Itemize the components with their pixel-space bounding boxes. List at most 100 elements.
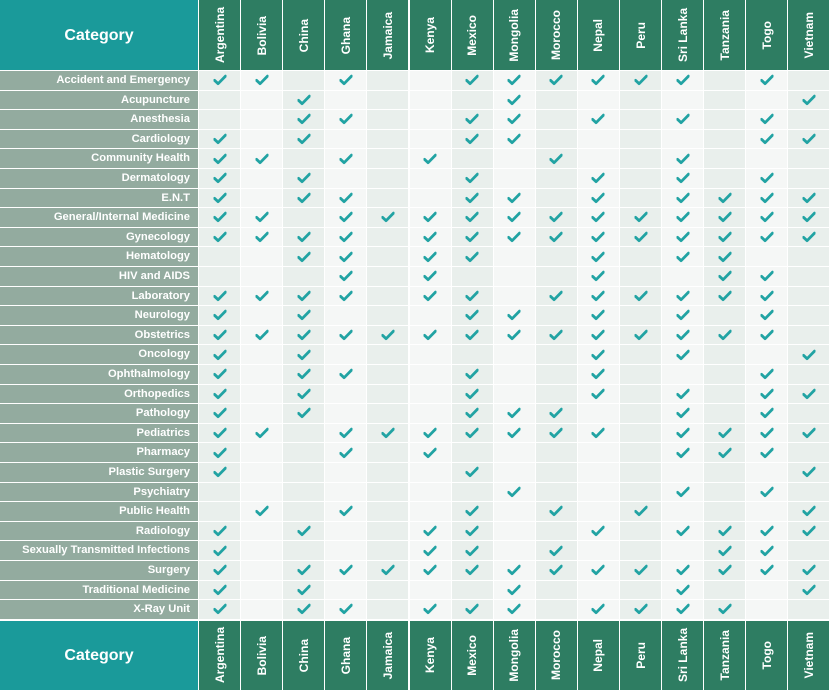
check-icon (213, 212, 227, 223)
table-cell (577, 482, 619, 502)
table-cell (535, 286, 577, 306)
header-country-label: Peru (633, 22, 648, 49)
check-icon (760, 270, 774, 282)
check-icon (423, 564, 437, 576)
row-label: Radiology (0, 521, 198, 541)
check-icon (676, 447, 690, 458)
table-cell (325, 169, 367, 188)
table-cell (493, 71, 535, 90)
table-cell (241, 384, 283, 404)
row-label: Accident and Emergency (0, 71, 198, 90)
table-cell (409, 149, 451, 168)
table-cell (493, 561, 535, 580)
check-icon (634, 74, 648, 86)
table-cell (577, 129, 619, 149)
check-icon (802, 212, 816, 223)
check-icon (381, 329, 395, 341)
table-cell (535, 188, 577, 208)
footer-country-bolivia: Bolivia (241, 621, 283, 690)
table-cell (788, 188, 830, 208)
check-icon (591, 231, 605, 243)
table-cell (662, 71, 704, 90)
table-cell (493, 345, 535, 364)
table-cell (409, 384, 451, 404)
table-cell (367, 463, 409, 482)
table-cell (367, 208, 409, 227)
table-cell (620, 90, 662, 110)
table-cell (451, 110, 493, 129)
footer-country-ghana: Ghana (325, 621, 367, 690)
table-cell (325, 208, 367, 227)
table-cell (199, 600, 241, 619)
row-label: Traditional Medicine (0, 580, 198, 600)
footer-country-label: Sri Lanka (675, 628, 690, 683)
table-cell (241, 541, 283, 560)
check-icon (297, 408, 311, 419)
table-cell (535, 404, 577, 423)
table-cell (577, 71, 619, 90)
table-cell (704, 227, 746, 247)
table-cell (283, 325, 325, 345)
table-cell (409, 325, 451, 345)
check-icon (549, 153, 563, 164)
table-cell (493, 267, 535, 286)
table-cell (620, 306, 662, 325)
check-icon (760, 329, 774, 341)
table-cell (241, 188, 283, 208)
table-cell (325, 541, 367, 560)
check-icon (718, 604, 732, 615)
check-icon (213, 368, 227, 380)
table-cell (283, 541, 325, 560)
table-cell (535, 149, 577, 168)
check-icon (297, 349, 311, 360)
table-cell (451, 561, 493, 580)
table-cell (241, 345, 283, 364)
table-cell (283, 149, 325, 168)
header-country-label: Morocco (549, 10, 564, 61)
check-icon (213, 172, 227, 184)
check-icon (634, 564, 648, 576)
table-cell (451, 208, 493, 227)
check-icon (297, 525, 311, 537)
check-icon (760, 447, 774, 458)
check-icon (465, 408, 479, 419)
row-label: Acupuncture (0, 90, 198, 110)
table-cell (241, 110, 283, 129)
header-country-mexico: Mexico (451, 0, 493, 71)
table-cell (704, 443, 746, 462)
table-cell (451, 423, 493, 443)
table-cell (451, 247, 493, 266)
check-icon (634, 290, 648, 301)
check-icon (213, 153, 227, 164)
check-icon (381, 212, 395, 223)
check-icon (802, 427, 816, 439)
table-cell (409, 345, 451, 364)
table-cell (620, 227, 662, 247)
check-icon (339, 506, 353, 517)
table-cell (788, 306, 830, 325)
table-cell (451, 267, 493, 286)
check-icon (423, 153, 437, 164)
check-icon (339, 447, 353, 458)
table-cell (788, 267, 830, 286)
table-cell (746, 267, 788, 286)
table-cell (283, 502, 325, 521)
check-icon (760, 290, 774, 301)
check-icon (255, 231, 269, 243)
table-cell (283, 384, 325, 404)
check-icon (549, 290, 563, 301)
table-cell (367, 443, 409, 462)
table-cell (620, 502, 662, 521)
check-icon (297, 310, 311, 321)
row-label: Ophthalmology (0, 365, 198, 384)
check-icon (676, 427, 690, 439)
table-cell (662, 502, 704, 521)
table-cell (409, 423, 451, 443)
check-icon (549, 427, 563, 439)
table-cell (493, 110, 535, 129)
table-cell (704, 286, 746, 306)
table-cell (283, 580, 325, 600)
check-icon (297, 584, 311, 595)
footer-country-label: Ghana (338, 636, 353, 675)
table-cell (409, 169, 451, 188)
